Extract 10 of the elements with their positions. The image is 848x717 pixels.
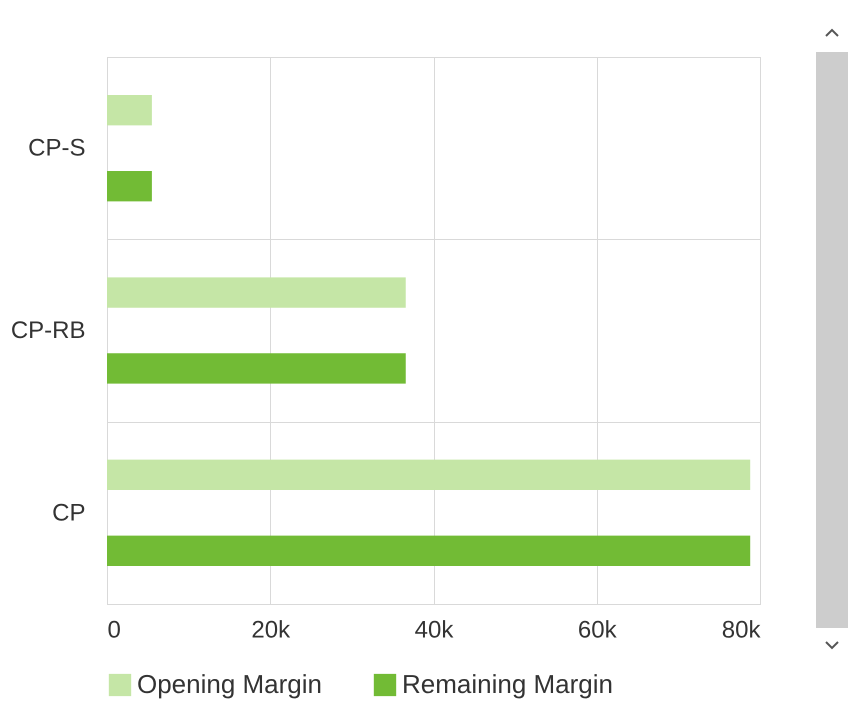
- legend-label: Remaining Margin: [402, 669, 613, 699]
- legend-label: Opening Margin: [137, 669, 322, 699]
- y-tick-label: CP-S: [28, 134, 86, 162]
- x-tick-label: 20k: [251, 616, 292, 644]
- x-tick-label: 80k: [722, 616, 762, 644]
- x-tick-label: 60k: [578, 616, 618, 644]
- x-tick-label: 40k: [414, 616, 454, 644]
- x-tick-label: 0: [108, 616, 121, 644]
- y-tick-label: CP: [52, 499, 86, 526]
- y-tick-label: CP-RB: [10, 317, 86, 344]
